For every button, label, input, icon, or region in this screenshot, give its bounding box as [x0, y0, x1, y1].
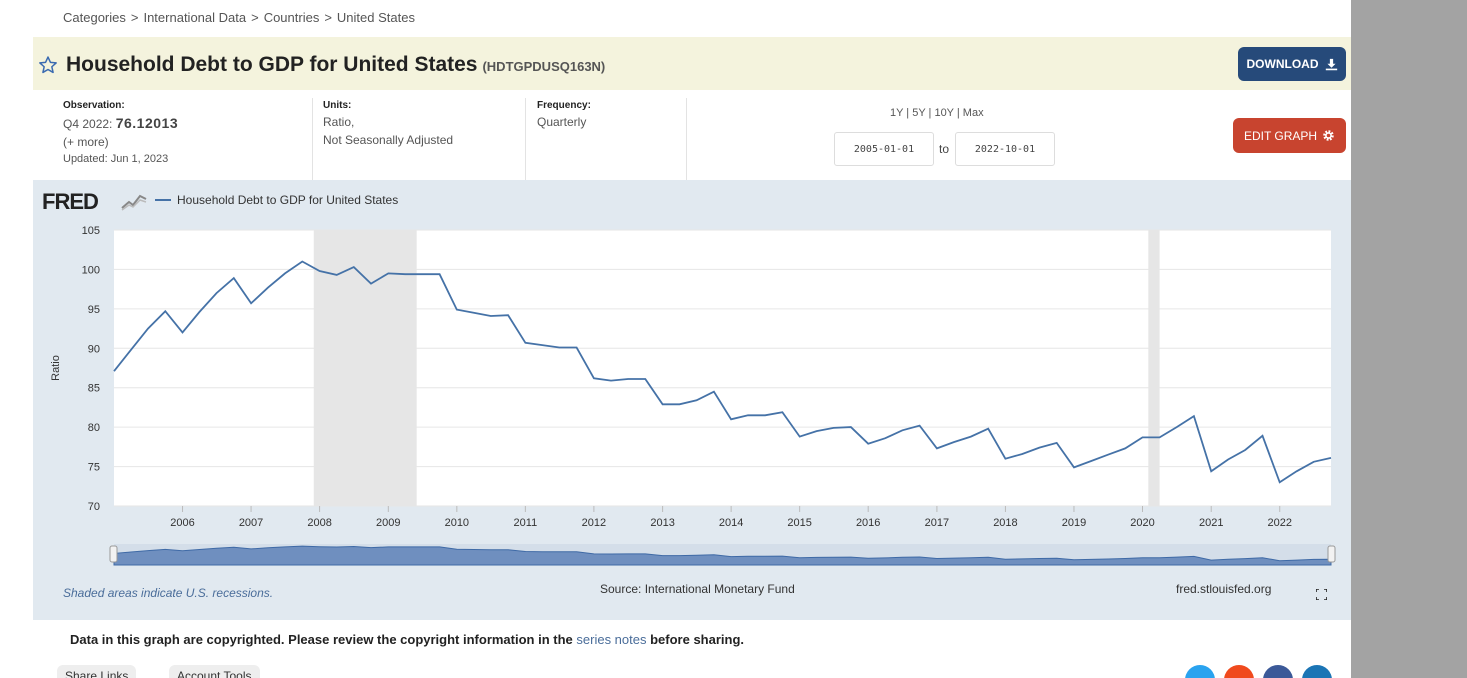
x-tick-label: 2017 — [925, 517, 949, 529]
breadcrumb-separator: > — [324, 10, 332, 25]
edit-graph-label: EDIT GRAPH — [1243, 128, 1318, 143]
frequency-block: Frequency: Quarterly — [537, 100, 591, 133]
account-tools-button[interactable]: Account Tools — [169, 665, 260, 678]
breadcrumb-separator: > — [251, 10, 259, 25]
chart-legend: Household Debt to GDP for United States — [155, 193, 398, 207]
divider — [525, 98, 526, 180]
recession-note: Shaded areas indicate U.S. recessions. — [63, 586, 274, 600]
series-notes-link[interactable]: series notes — [576, 632, 647, 647]
title-bar: Household Debt to GDP for United States (… — [33, 37, 1351, 90]
x-tick-label: 2021 — [1199, 517, 1223, 529]
observation-block: Observation: Q4 2022: 76.12013 (+ more) … — [63, 100, 178, 169]
edit-graph-button[interactable]: EDIT GRAPH — [1233, 118, 1346, 153]
breadcrumb-categories[interactable]: Categories — [63, 10, 126, 25]
units-line2: Not Seasonally Adjusted — [323, 133, 454, 147]
units-block: Units: Ratio, Not Seasonally Adjusted — [323, 100, 453, 151]
divider — [686, 98, 687, 180]
updated-date: Updated: Jun 1, 2023 — [63, 153, 169, 165]
divider — [312, 98, 313, 180]
download-icon — [1325, 58, 1337, 70]
frequency-value: Quarterly — [537, 115, 587, 129]
left-margin — [0, 0, 33, 678]
units-label: Units: — [323, 100, 352, 111]
y-tick-label: 80 — [88, 422, 100, 434]
x-tick-label: 2010 — [445, 517, 469, 529]
chart-panel: FRED Household Debt to GDP for United St… — [33, 180, 1351, 620]
x-tick-label: 2012 — [582, 517, 606, 529]
y-tick-label: 105 — [82, 225, 100, 237]
y-tick-label: 70 — [88, 501, 100, 513]
download-label: DOWNLOAD — [1246, 57, 1319, 71]
x-tick-label: 2022 — [1268, 517, 1292, 529]
linkedin-icon[interactable] — [1302, 665, 1332, 678]
navigator-area — [113, 545, 1332, 566]
x-tick-label: 2009 — [376, 517, 400, 529]
x-tick-label: 2014 — [719, 517, 743, 529]
start-date-input[interactable]: 2005-01-01 — [834, 132, 934, 166]
more-observations-link[interactable]: (+ more) — [63, 135, 109, 149]
line-chart[interactable]: 70 75 80 85 90 95 100 105 2006 2007 2008 2009 2010 20… — [33, 180, 1351, 580]
copyright-text-pre: Data in this graph are copyrighted. Plea… — [70, 632, 577, 647]
facebook-icon[interactable] — [1263, 665, 1293, 678]
x-tick-label: 2008 — [307, 517, 331, 529]
download-button[interactable]: DOWNLOAD — [1238, 47, 1346, 81]
gear-icon — [1323, 130, 1334, 141]
x-tick-label: 2015 — [787, 517, 811, 529]
chart-source: Source: International Monetary Fund — [600, 582, 795, 596]
fred-logo-graph-icon — [121, 194, 147, 211]
frequency-label: Frequency: — [537, 100, 591, 111]
fred-logo[interactable]: FRED — [42, 189, 99, 214]
y-tick-label: 90 — [88, 343, 100, 355]
x-tick-label: 2013 — [650, 517, 674, 529]
copyright-text-post: before sharing. — [646, 632, 745, 647]
breadcrumb-countries[interactable]: Countries — [263, 10, 320, 25]
series-title: Household Debt to GDP for United States — [66, 53, 478, 76]
navigator-handle-right[interactable] — [1327, 545, 1336, 563]
page-title: Household Debt to GDP for United States (… — [66, 53, 605, 77]
recession-band — [313, 230, 417, 506]
x-tick-label: 2018 — [993, 517, 1017, 529]
reddit-icon[interactable] — [1224, 665, 1254, 678]
breadcrumb: Categories > International Data > Countries >… — [63, 10, 415, 25]
observation-label: Observation: — [63, 100, 125, 111]
x-tick-label: 2020 — [1130, 517, 1154, 529]
twitter-icon[interactable] — [1185, 665, 1215, 678]
y-tick-label: 95 — [88, 304, 100, 316]
site-url: fred.stlouisfed.org — [1176, 582, 1272, 596]
breadcrumb-separator: > — [130, 10, 139, 25]
y-axis-label: Ratio — [50, 355, 62, 381]
legend-label: Household Debt to GDP for United States — [177, 193, 399, 207]
x-tick-label: 2011 — [514, 517, 538, 529]
navigator-handle-left[interactable] — [109, 545, 118, 563]
fullscreen-icon[interactable] — [1316, 589, 1327, 600]
star-icon[interactable] — [38, 55, 58, 75]
x-tick-label: 2019 — [1062, 517, 1086, 529]
recession-band — [1148, 230, 1160, 506]
to-label: to — [939, 142, 950, 156]
date-range-links[interactable]: 1Y | 5Y | 10Y | Max — [890, 107, 984, 119]
legend-swatch — [155, 199, 171, 201]
x-tick-label: 2016 — [856, 517, 880, 529]
y-tick-label: 75 — [88, 462, 100, 474]
observation-period: Q4 2022: — [63, 117, 113, 131]
units-line1: Ratio, — [323, 115, 355, 129]
breadcrumb-united-states[interactable]: United States — [336, 10, 415, 25]
observation-value: 76.12013 — [115, 115, 179, 131]
x-tick-label: 2006 — [170, 517, 194, 529]
y-tick-label: 100 — [82, 264, 100, 276]
end-date-input[interactable]: 2022-10-01 — [955, 132, 1055, 166]
x-tick-label: 2007 — [239, 517, 263, 529]
y-tick-label: 85 — [88, 383, 100, 395]
copyright-notice: Data in this graph are copyrighted. Plea… — [70, 632, 744, 647]
series-line[interactable] — [113, 260, 1332, 484]
page: Categories > International Data > Countries >… — [33, 0, 1351, 678]
breadcrumb-international-data[interactable]: International Data — [143, 10, 247, 25]
share-links-button[interactable]: Share Links — [57, 665, 137, 678]
series-id: (HDTGPDUSQ163N) — [482, 59, 606, 74]
